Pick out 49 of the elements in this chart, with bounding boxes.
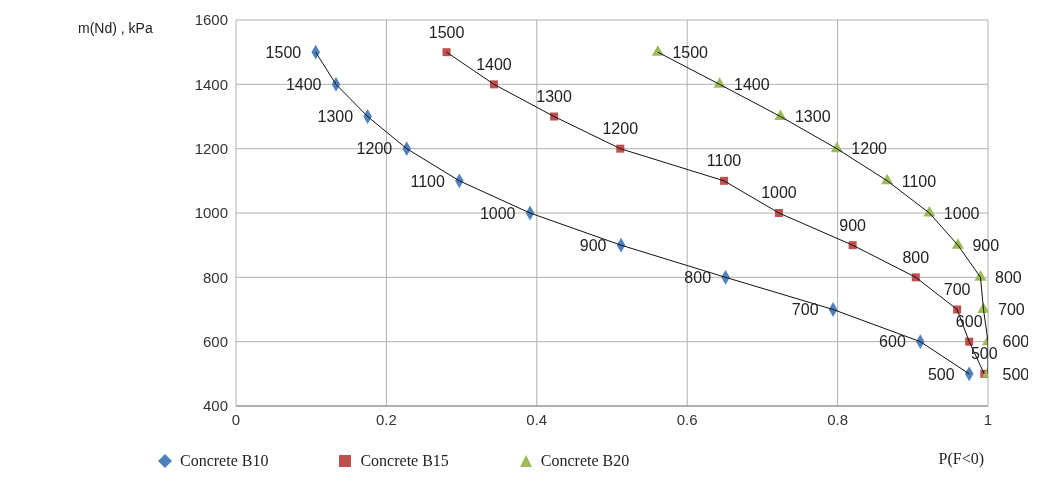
data-label: 700	[998, 301, 1025, 319]
data-label: 900	[839, 216, 867, 234]
x-tick-label: 0	[231, 410, 241, 428]
x-axis-title: P(F<0)	[938, 450, 984, 468]
data-label: 900	[972, 236, 1000, 254]
data-label: 600	[879, 333, 906, 351]
y-tick-label: 1000	[194, 204, 228, 222]
y-tick-label: 1400	[194, 75, 228, 93]
data-label: 800	[994, 269, 1022, 287]
x-tick-label: 0.4	[526, 410, 548, 428]
data-label: 800	[684, 269, 712, 287]
data-label: 800	[902, 248, 930, 266]
legend-label: Concrete B20	[540, 452, 630, 470]
x-tick-label: 0.8	[827, 410, 849, 428]
x-tick-label: 0.2	[375, 410, 397, 428]
data-label: 500	[927, 365, 955, 383]
data-label: 1300	[536, 87, 572, 105]
y-tick-label: 600	[202, 332, 228, 350]
legend-label: Concrete B15	[360, 452, 449, 470]
data-label: 1000	[943, 204, 980, 222]
y-tick-label: 400	[202, 397, 228, 415]
data-label: 1000	[479, 204, 516, 222]
x-tick-label: 1	[983, 410, 993, 428]
data-label: 500	[1002, 365, 1030, 383]
data-label: 600	[1002, 333, 1030, 351]
data-label: 1200	[851, 140, 888, 158]
y-axis-title: m(Nd) , kPa	[78, 20, 153, 36]
data-label: 1400	[476, 55, 512, 73]
data-label: 1100	[410, 172, 445, 190]
data-label: 700	[943, 280, 971, 298]
data-label: 1400	[285, 76, 322, 94]
y-tick-label: 1200	[194, 139, 228, 157]
x-tick-label: 0.6	[676, 410, 698, 428]
data-label: 1100	[706, 152, 742, 170]
y-tick-label: 800	[202, 268, 228, 286]
data-label: 1500	[428, 23, 465, 41]
legend-label: Concrete B10	[180, 452, 269, 470]
data-label: 1200	[602, 120, 639, 138]
y-tick-label: 1600	[194, 11, 228, 29]
data-label: 900	[579, 236, 607, 254]
data-label: 700	[791, 301, 819, 319]
data-label: 1300	[317, 108, 354, 126]
data-label: 1400	[734, 76, 770, 94]
data-label: 1500	[265, 43, 302, 61]
data-label: 1300	[794, 108, 831, 126]
data-label: 1100	[901, 172, 937, 190]
data-label: 1000	[761, 184, 797, 202]
data-label: 1500	[672, 43, 709, 61]
data-label: 1200	[356, 140, 393, 158]
